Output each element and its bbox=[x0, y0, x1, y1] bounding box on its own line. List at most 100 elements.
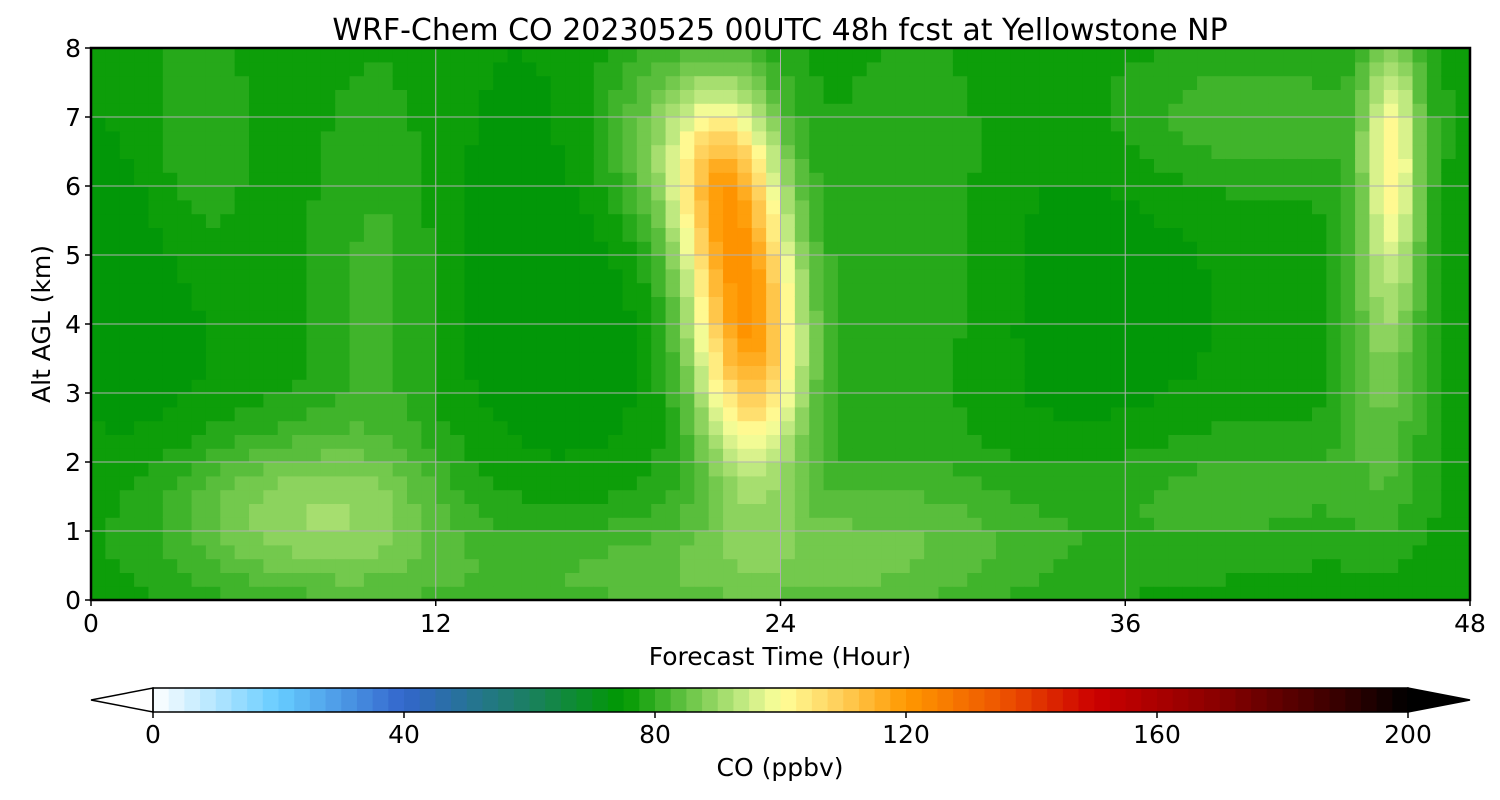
heat-cell bbox=[1182, 282, 1198, 297]
heat-cell bbox=[1369, 282, 1385, 297]
heat-cell bbox=[665, 324, 681, 339]
heat-cell bbox=[1311, 517, 1327, 532]
heat-cell bbox=[751, 351, 767, 366]
heat-cell bbox=[837, 199, 853, 215]
heat-cell bbox=[651, 241, 667, 256]
heat-cell bbox=[1053, 462, 1069, 477]
heat-cell bbox=[249, 282, 264, 297]
heat-cell bbox=[1110, 503, 1126, 518]
heat-cell bbox=[1053, 296, 1069, 311]
heat-cell bbox=[852, 130, 868, 146]
heat-cell bbox=[1139, 475, 1155, 491]
heat-cell bbox=[1082, 475, 1098, 491]
heat-cell bbox=[651, 586, 667, 601]
heat-cell bbox=[665, 406, 681, 422]
heat-cell bbox=[493, 310, 509, 325]
heat-cell bbox=[1067, 103, 1083, 118]
heat-cell bbox=[550, 531, 566, 546]
heat-cell bbox=[134, 572, 150, 587]
heat-cell bbox=[1455, 448, 1471, 463]
heat-cell bbox=[1426, 448, 1442, 463]
heat-cell bbox=[866, 89, 882, 104]
heat-cell bbox=[1369, 337, 1385, 353]
heat-cell bbox=[679, 489, 695, 504]
heat-cell bbox=[651, 379, 667, 394]
heat-cell bbox=[866, 268, 882, 284]
heat-cell bbox=[636, 172, 652, 187]
heat-cell bbox=[1168, 462, 1184, 477]
heat-cell bbox=[1168, 337, 1184, 353]
heat-cell bbox=[1311, 434, 1327, 449]
heat-cell bbox=[507, 489, 523, 504]
heat-cell bbox=[751, 199, 767, 215]
heat-cell bbox=[162, 393, 178, 408]
heat-cell bbox=[1426, 296, 1442, 311]
heat-cell bbox=[895, 172, 911, 187]
heat-cell bbox=[1369, 296, 1385, 311]
heat-cell bbox=[119, 475, 135, 491]
heat-cell bbox=[464, 337, 480, 353]
heat-cell bbox=[651, 255, 667, 270]
heat-cell bbox=[1355, 475, 1371, 491]
heat-cell bbox=[249, 130, 264, 146]
heat-cell bbox=[1153, 448, 1169, 463]
heat-cell bbox=[1225, 503, 1241, 518]
heat-cell bbox=[249, 544, 264, 560]
heat-cell bbox=[679, 241, 695, 256]
heat-cell bbox=[579, 586, 595, 601]
heat-cell bbox=[162, 213, 178, 228]
heat-cell bbox=[1326, 531, 1342, 546]
heat-cell bbox=[277, 572, 293, 587]
heat-cell bbox=[421, 489, 437, 504]
heat-cell bbox=[277, 503, 293, 518]
heat-cell bbox=[723, 489, 738, 504]
heat-cell bbox=[1398, 75, 1414, 90]
heat-cell bbox=[881, 406, 897, 422]
heat-cell bbox=[421, 268, 437, 284]
heat-cell bbox=[1168, 406, 1184, 422]
heat-cell bbox=[277, 420, 293, 435]
heat-cell bbox=[320, 337, 336, 353]
heat-cell bbox=[622, 406, 638, 422]
heat-cell bbox=[550, 434, 566, 449]
heat-cell bbox=[306, 406, 322, 422]
heat-cell bbox=[565, 324, 580, 339]
heat-cell bbox=[1297, 89, 1313, 104]
heat-cell bbox=[1340, 103, 1356, 118]
heat-cell bbox=[1125, 213, 1141, 228]
heat-cell bbox=[1398, 186, 1414, 201]
heat-cell bbox=[924, 434, 940, 449]
heat-cell bbox=[1125, 324, 1141, 339]
heat-cell bbox=[723, 558, 738, 573]
heat-cell bbox=[1139, 282, 1155, 297]
heat-cell bbox=[363, 268, 379, 284]
heat-cell bbox=[1225, 75, 1241, 90]
heat-cell bbox=[565, 117, 580, 132]
heat-cell bbox=[823, 324, 839, 339]
heat-cell bbox=[306, 475, 322, 491]
heat-cell bbox=[636, 186, 652, 201]
heat-cell bbox=[134, 75, 150, 90]
heat-cell bbox=[1096, 199, 1112, 215]
heat-cell bbox=[234, 448, 250, 463]
colorbar-segment bbox=[482, 688, 499, 712]
heat-cell bbox=[435, 517, 451, 532]
heat-cell bbox=[1297, 393, 1313, 408]
heat-cell bbox=[249, 586, 264, 601]
heat-cell bbox=[435, 186, 451, 201]
heat-cell bbox=[1225, 406, 1241, 422]
y-tick-label: 4 bbox=[65, 310, 81, 339]
heat-cell bbox=[593, 144, 609, 159]
heat-cell bbox=[1182, 475, 1198, 491]
heat-cell bbox=[1283, 448, 1299, 463]
heat-cell bbox=[708, 393, 724, 408]
heat-cell bbox=[521, 89, 537, 104]
heat-cell bbox=[1412, 379, 1428, 394]
heat-cell bbox=[1426, 282, 1442, 297]
heat-cell bbox=[363, 517, 379, 532]
heat-cell bbox=[1426, 572, 1442, 587]
heat-cell bbox=[1110, 475, 1126, 491]
heat-cell bbox=[708, 296, 724, 311]
heat-cell bbox=[421, 296, 437, 311]
heat-cell bbox=[852, 489, 868, 504]
